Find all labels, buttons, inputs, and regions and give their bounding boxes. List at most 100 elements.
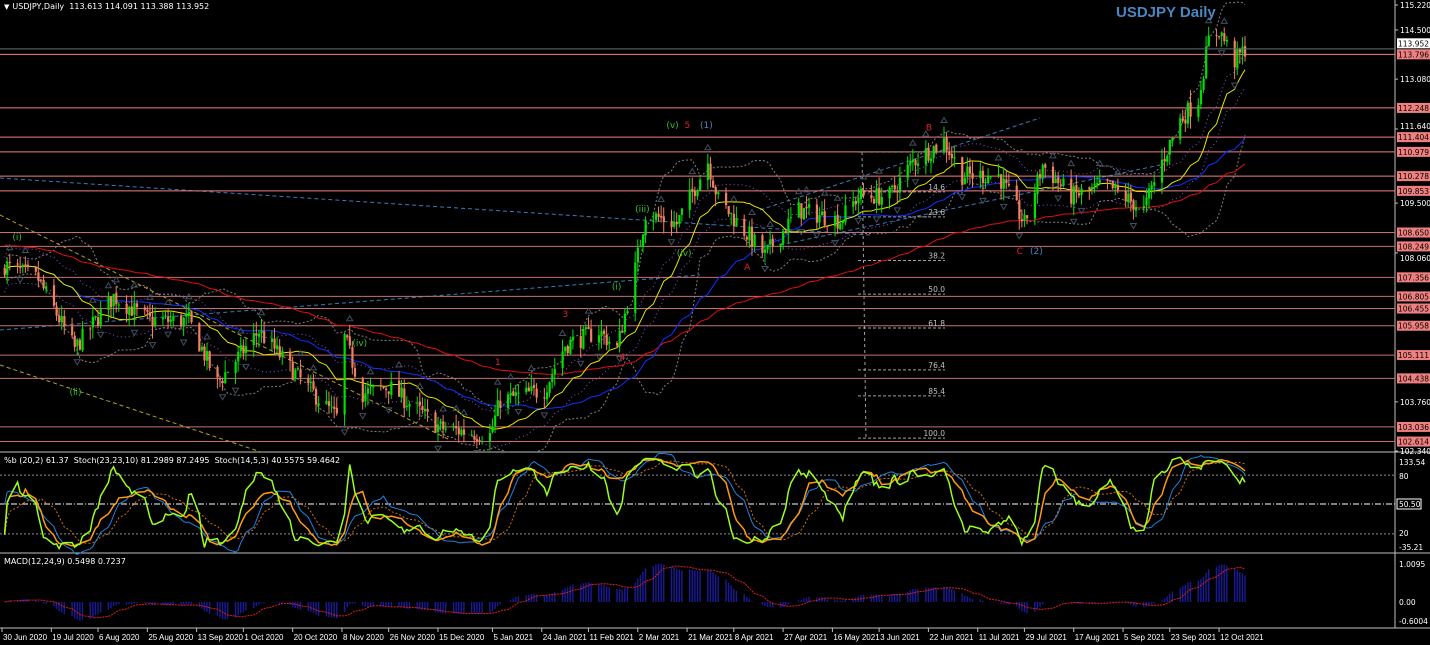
macd-header: MACD(12,24,9) 0.5498 0.7237 bbox=[4, 557, 126, 566]
candle bbox=[237, 346, 240, 372]
candle-body bbox=[914, 160, 917, 166]
candle-body bbox=[514, 392, 518, 396]
candle-body bbox=[1179, 118, 1182, 140]
candle bbox=[491, 418, 494, 434]
candle-body bbox=[1051, 166, 1055, 184]
candle-body bbox=[273, 338, 276, 349]
candle bbox=[78, 337, 82, 351]
candle-body bbox=[878, 187, 881, 205]
candle bbox=[327, 391, 331, 414]
candle bbox=[603, 328, 606, 345]
date-axis-label: 3 Jun 2021 bbox=[880, 633, 920, 642]
candle-body bbox=[180, 315, 183, 327]
candle bbox=[203, 343, 206, 367]
candle bbox=[172, 312, 175, 328]
candle bbox=[553, 357, 556, 386]
candle-body bbox=[94, 315, 97, 318]
candle bbox=[968, 158, 972, 184]
candle-body bbox=[125, 303, 128, 314]
candle-body bbox=[400, 387, 403, 398]
candle bbox=[1179, 113, 1182, 145]
ohlc-values: 113.613 114.091 113.388 113.952 bbox=[69, 2, 210, 11]
candle bbox=[71, 317, 74, 339]
candle bbox=[732, 205, 735, 235]
candle-body bbox=[597, 335, 601, 343]
candle-body bbox=[327, 401, 331, 406]
candle-body bbox=[1202, 78, 1205, 90]
candle-body bbox=[1124, 190, 1127, 202]
fractal-down-icon bbox=[831, 239, 839, 247]
price-level-label: 105.111 bbox=[1398, 351, 1429, 360]
elliott-wave-label: (iii) bbox=[635, 205, 650, 215]
candle-body bbox=[670, 220, 673, 228]
candle-body bbox=[1244, 46, 1247, 57]
candle bbox=[997, 164, 1000, 179]
candle-body bbox=[802, 207, 806, 220]
candle-body bbox=[182, 317, 185, 327]
candle-body bbox=[789, 217, 793, 219]
dropdown-triangle-icon[interactable]: ▼ bbox=[4, 3, 10, 11]
candle bbox=[21, 263, 24, 274]
candle bbox=[130, 295, 133, 317]
candle-body bbox=[836, 214, 839, 229]
candle bbox=[548, 381, 551, 398]
candle bbox=[839, 215, 842, 231]
candle-body bbox=[930, 158, 933, 162]
candle-body bbox=[1241, 46, 1244, 54]
candle-body bbox=[800, 203, 803, 219]
candle-body bbox=[366, 388, 370, 394]
fractal-up-icon bbox=[130, 281, 139, 288]
fractal-up-icon bbox=[415, 382, 424, 389]
candle bbox=[1072, 183, 1075, 216]
fib-level-label: 38.2 bbox=[928, 251, 945, 260]
candle bbox=[1186, 100, 1190, 129]
fractal-up-icon bbox=[395, 360, 403, 368]
candle bbox=[1116, 178, 1120, 194]
candle-body bbox=[294, 369, 297, 380]
candle bbox=[187, 302, 191, 324]
candle-body bbox=[608, 341, 611, 344]
candle-body bbox=[888, 187, 891, 199]
candle bbox=[1077, 187, 1081, 199]
candle bbox=[987, 168, 990, 184]
candle bbox=[169, 310, 172, 327]
candle bbox=[1207, 26, 1210, 47]
candle bbox=[1044, 162, 1047, 178]
candle bbox=[880, 187, 883, 213]
candle-body bbox=[618, 330, 621, 346]
fractal-down-icon bbox=[1217, 50, 1226, 57]
candle bbox=[278, 339, 281, 361]
candle bbox=[727, 205, 730, 217]
candle bbox=[180, 311, 183, 330]
candle-body bbox=[107, 296, 110, 311]
candle-body bbox=[561, 351, 564, 368]
price-level-label: 102.614 bbox=[1398, 438, 1429, 447]
candle-body bbox=[859, 188, 863, 199]
price-level-label: 105.958 bbox=[1398, 322, 1429, 331]
candle bbox=[1124, 183, 1127, 208]
candle bbox=[800, 203, 803, 226]
candle bbox=[128, 305, 131, 327]
stoch-axis-label: 50.50 bbox=[1399, 500, 1421, 509]
fractal-down-icon bbox=[812, 232, 821, 240]
elliott-wave-label: (i) bbox=[612, 283, 622, 293]
candle bbox=[366, 380, 370, 406]
candle bbox=[636, 239, 639, 273]
candle-body bbox=[553, 368, 556, 375]
candle-body bbox=[953, 157, 956, 159]
price-level-label: 108.650 bbox=[1398, 229, 1429, 238]
candle-body bbox=[693, 191, 697, 196]
candle-body bbox=[8, 261, 11, 263]
candle-body bbox=[128, 307, 131, 316]
candle-body bbox=[543, 397, 546, 399]
elliott-wave-label: (i) bbox=[12, 233, 22, 243]
candle-body bbox=[551, 374, 554, 382]
candle-body bbox=[325, 400, 328, 405]
price-level-tag bbox=[1397, 132, 1430, 143]
candle-body bbox=[491, 426, 494, 433]
candle bbox=[115, 285, 118, 313]
fractal-up-icon bbox=[558, 329, 567, 337]
price-level-tag bbox=[1397, 227, 1430, 238]
candle-body bbox=[815, 204, 819, 223]
